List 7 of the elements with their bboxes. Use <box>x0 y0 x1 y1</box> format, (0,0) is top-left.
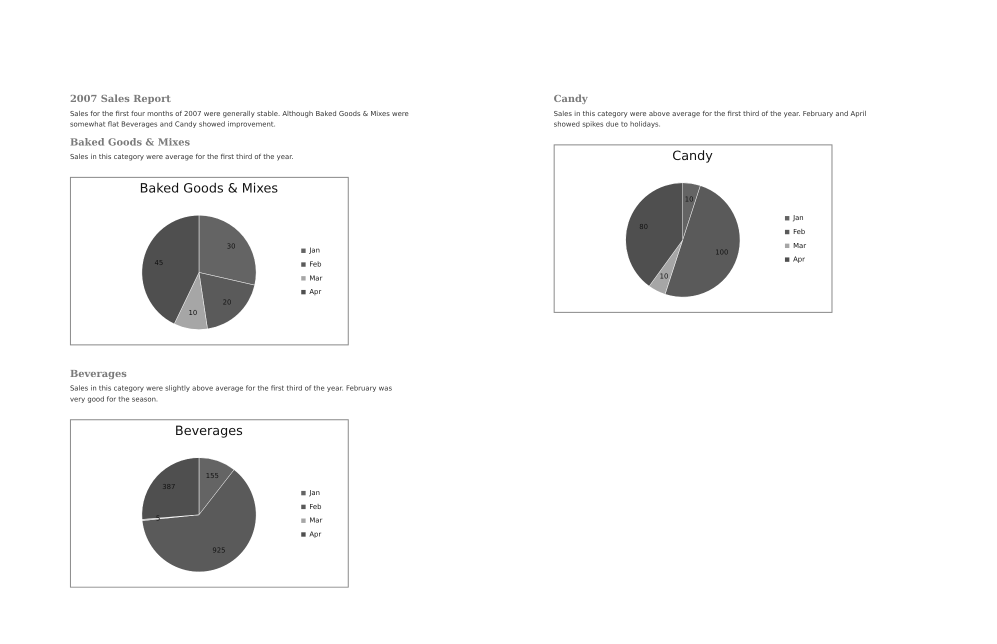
text: Baked Goods & Mixes <box>70 137 191 148</box>
chart-title: Beverages <box>174 424 244 439</box>
chart-title: Candy <box>672 149 714 164</box>
text: Beverages <box>70 368 128 380</box>
chart-title: Baked Goods & Mixes <box>140 182 278 197</box>
text: 2007 Sales Report <box>70 94 172 105</box>
text: Candy <box>554 94 588 105</box>
